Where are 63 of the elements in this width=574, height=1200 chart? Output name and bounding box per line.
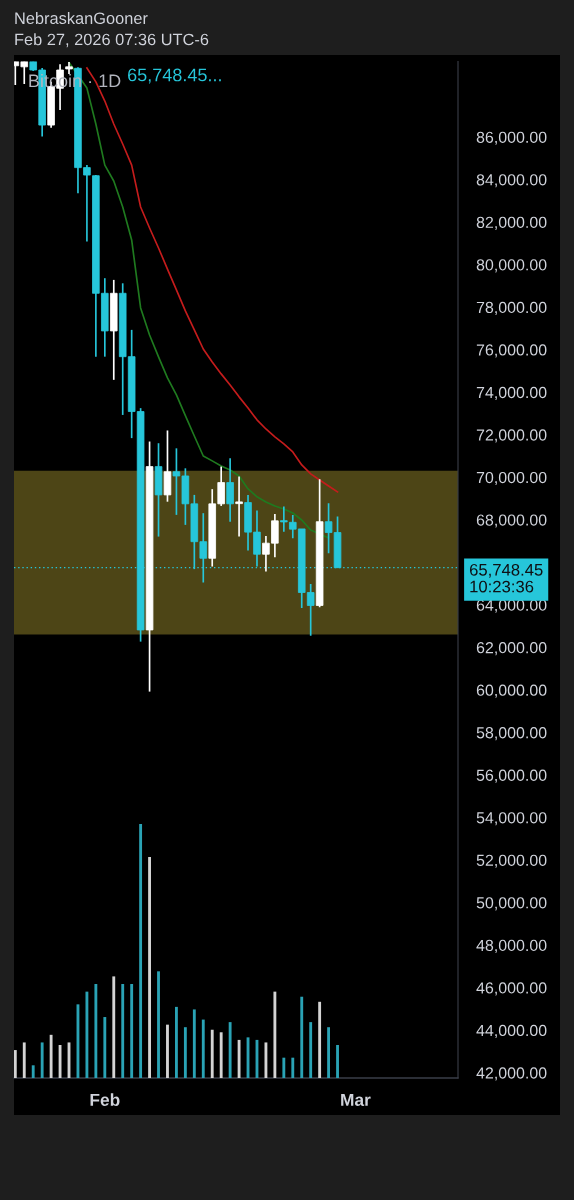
x-tick-label: Feb [90,1093,120,1107]
y-tick-label: 58,000.00 [476,727,547,741]
bar [273,991,277,1078]
bar [237,1039,241,1078]
y-tick-label: 86,000.00 [476,131,547,145]
bar [85,991,89,1078]
y-tick-label: 64,000.00 [476,599,547,613]
bar [139,824,143,1078]
y-tick-label: 68,000.00 [476,514,547,528]
bar [148,857,151,1078]
bar [192,1009,196,1078]
bar [264,1042,268,1078]
y-tick-label: 82,000.00 [476,216,547,230]
bar [210,1029,214,1078]
y-tick-label: 44,000.00 [476,1024,547,1038]
bar [291,1057,295,1078]
line-series [86,67,339,493]
y-tick-label: 54,000.00 [476,812,547,826]
y-tick-label: 70,000.00 [476,471,547,486]
bar [183,1027,187,1078]
bar [300,996,304,1078]
bar [166,1024,169,1078]
bar [318,1001,322,1078]
bar [49,1034,53,1078]
chart-subtitle: 65,748.45... [128,68,221,84]
ref-line-label: 65,748.45 10:23:36 [469,563,543,593]
bar [201,1019,205,1078]
bar [282,1057,286,1078]
candlestick [235,475,243,538]
y-tick-label: 56,000.00 [476,769,547,783]
y-tick-label: 72,000.00 [476,429,547,443]
bar [31,1065,35,1078]
x-tick-label: Mar [341,1093,371,1107]
y-tick-label: 80,000.00 [476,259,547,273]
bar [14,1050,17,1078]
y-tick-label: 60,000.00 [476,684,547,698]
candlestick [163,429,172,503]
y-tick-label: 62,000.00 [476,642,547,656]
bar [40,1042,44,1078]
y-tick-label: 42,000.00 [476,1067,547,1081]
y-tick-label: 48,000.00 [476,939,547,953]
bar [157,971,160,1078]
y-tick-label: 78,000.00 [476,301,547,315]
y-tick-label: 76,000.00 [476,344,547,358]
text: NebraskanGooner Feb 27, 2026 07:36 UTC-6 [15,12,209,48]
bar [228,1022,232,1078]
bar [103,1017,107,1078]
bar [130,984,134,1078]
bar [309,1022,313,1078]
y-tick-label: 50,000.00 [476,897,547,911]
bar [22,1042,26,1078]
candlestick [226,457,234,523]
bar [336,1044,339,1078]
y-tick-label: 84,000.00 [476,174,547,188]
bar [327,1027,331,1078]
bar [121,984,125,1078]
bar [219,1032,223,1078]
bar [112,976,116,1078]
bar [94,984,98,1078]
y-tick-label: 46,000.00 [476,982,547,996]
y-tick-label: 52,000.00 [476,854,547,868]
y-tick-label: 74,000.00 [476,386,547,401]
bar [174,1006,178,1078]
